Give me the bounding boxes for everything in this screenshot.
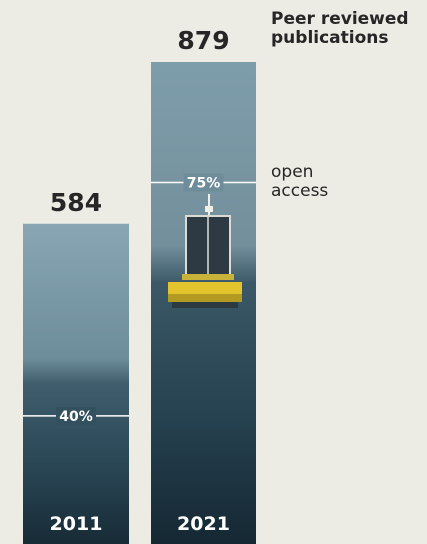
legend-publications-line1: Peer reviewed [271,9,409,29]
legend-open-access: open access [271,163,421,201]
legend-open-access-line2: access [271,181,329,201]
open-access-label-bg-2021 [183,173,224,192]
open-access-label-2011: 40% [59,409,93,425]
open-access-label-bg-2011 [56,406,96,425]
bar-2011 [23,223,129,544]
year-label-2011: 2011 [50,513,103,535]
legend-open-access-line1: open [271,162,314,182]
open-access-label-2021: 75% [187,176,221,192]
value-label-2021: 879 [177,26,229,55]
legend-publications-line2: publications [271,28,389,48]
value-label-2011: 584 [50,188,102,217]
year-label-2021: 2021 [177,513,230,535]
legend-publications: Peer reviewed publications [271,10,427,48]
buoy-image [168,194,242,308]
